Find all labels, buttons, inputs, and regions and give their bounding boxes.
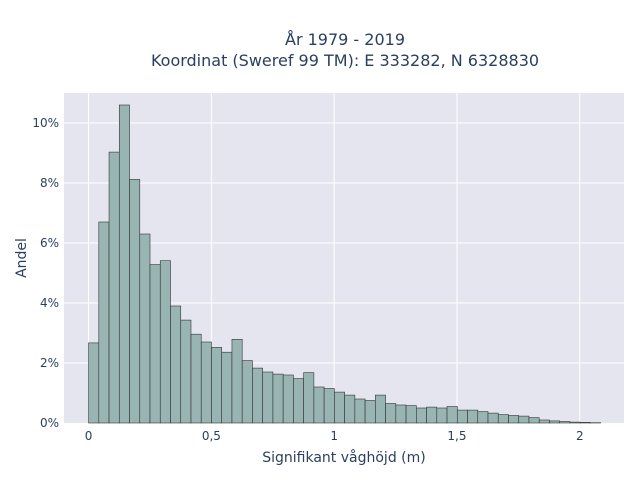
histogram-bar xyxy=(180,319,192,424)
histogram-bar xyxy=(344,394,356,424)
histogram-bar xyxy=(334,391,345,424)
y-tick-label: 4% xyxy=(40,296,59,310)
histogram-bar xyxy=(159,260,171,424)
histogram-bar xyxy=(508,415,520,424)
y-axis-title: Andel xyxy=(14,238,30,278)
x-tick-label: 1,5 xyxy=(447,429,466,443)
histogram-bar xyxy=(518,415,530,424)
x-tick-label: 2 xyxy=(576,429,584,443)
histogram-bar xyxy=(467,409,479,424)
x-tick-label: 0 xyxy=(85,429,93,443)
histogram-bar xyxy=(221,351,233,424)
histogram-bar xyxy=(416,407,427,424)
histogram-bar xyxy=(426,406,438,424)
histogram-bar xyxy=(272,373,284,424)
y-tick-label: 0% xyxy=(40,416,59,430)
histogram-bars xyxy=(88,104,601,424)
histogram-bar xyxy=(241,360,253,424)
histogram-bar xyxy=(211,347,223,424)
histogram-bar xyxy=(497,414,509,424)
histogram-bar xyxy=(98,221,110,424)
histogram-bar xyxy=(569,421,581,424)
y-tick-label: 10% xyxy=(32,116,59,130)
histogram-bar xyxy=(487,412,499,424)
histogram-bar xyxy=(282,374,294,424)
histogram-bar xyxy=(354,398,366,424)
histogram-bar xyxy=(170,305,182,424)
x-tick-label: 1 xyxy=(330,429,338,443)
y-tick-label: 8% xyxy=(40,176,59,190)
histogram-bar xyxy=(559,421,571,424)
histogram-bar xyxy=(375,394,386,424)
histogram-bar xyxy=(538,419,550,424)
histogram-bar xyxy=(436,407,448,424)
histogram-bar xyxy=(528,417,540,424)
histogram-bar xyxy=(549,420,560,424)
histogram-bar xyxy=(231,338,243,424)
chart-title-line-1: År 1979 - 2019 xyxy=(285,30,405,49)
histogram-bar xyxy=(303,372,315,424)
histogram-bar xyxy=(477,411,489,424)
histogram-bar xyxy=(456,409,468,424)
tick-labels: 0% 2% 4% 6% 8% 10% 0 0,5 1 1,5 2 xyxy=(32,116,583,443)
histogram-bar xyxy=(262,371,274,424)
histogram-bar xyxy=(293,378,304,424)
histogram-bar xyxy=(108,151,120,424)
y-tick-label: 6% xyxy=(40,236,59,250)
chart-title-line-2: Koordinat (Sweref 99 TM): E 333282, N 63… xyxy=(151,51,539,70)
histogram-bar xyxy=(149,264,161,424)
x-tick-label: 0,5 xyxy=(202,429,221,443)
histogram-bar xyxy=(129,179,141,424)
y-tick-label: 2% xyxy=(40,356,59,370)
x-axis-title: Signifikant våghöjd (m) xyxy=(262,449,425,466)
histogram-bar xyxy=(579,422,591,424)
histogram-bar xyxy=(405,405,417,424)
histogram-bar xyxy=(88,342,100,424)
histogram-bar xyxy=(313,386,325,424)
histogram-bar xyxy=(385,403,397,424)
histogram-bar xyxy=(252,367,263,424)
histogram-bar xyxy=(446,406,458,424)
histogram-bar xyxy=(118,104,130,424)
histogram-bar xyxy=(190,333,202,424)
histogram-bar xyxy=(200,341,212,424)
histogram-bar xyxy=(323,388,335,424)
histogram-bar xyxy=(395,404,407,424)
histogram-bar xyxy=(364,400,376,424)
histogram-bar xyxy=(139,233,151,424)
